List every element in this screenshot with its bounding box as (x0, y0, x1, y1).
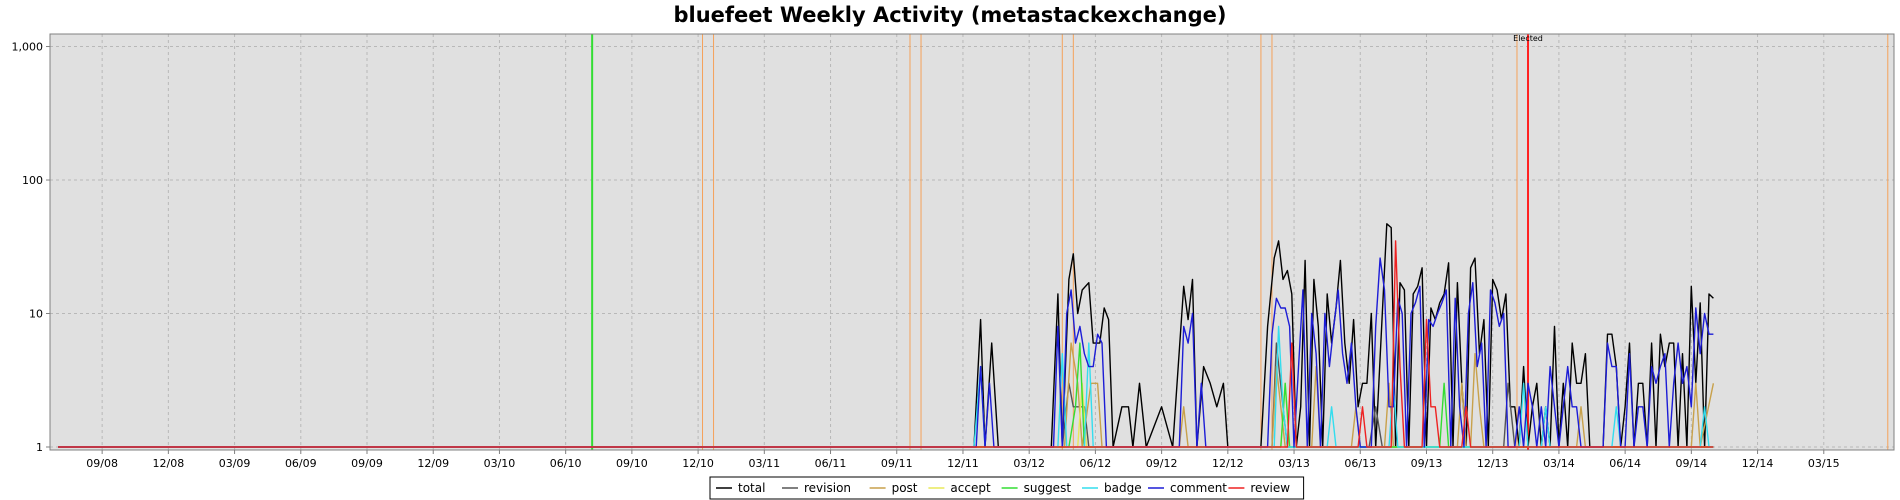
x-axis: 09/08 12/08 03/09 06/09 09/09 12/09 03/10 06/10… (86, 450, 1840, 470)
x-tick-label: 03/14 (1543, 457, 1575, 470)
x-tick-label: 03/12 (1013, 457, 1045, 470)
event-marker-label: Elected (1513, 34, 1543, 43)
series-line-review (58, 240, 1714, 448)
x-tick-label: 12/12 (1212, 457, 1244, 470)
x-tick-label: 06/09 (285, 457, 317, 470)
x-tick-label: 12/10 (682, 457, 714, 470)
y-tick-label: 1,000 (12, 41, 44, 54)
plot-border (49, 33, 1895, 451)
x-tick-label: 12/08 (153, 457, 185, 470)
x-tick-label: 03/11 (748, 457, 780, 470)
x-tick-label: 12/14 (1742, 457, 1774, 470)
series-line-comment (58, 257, 1714, 448)
x-tick-label: 09/08 (86, 457, 118, 470)
x-tick-label: 09/11 (881, 457, 913, 470)
legend-label-total: total (738, 481, 765, 495)
y-tick-label: 100 (22, 174, 43, 187)
x-tick-label: 06/14 (1609, 457, 1641, 470)
y-tick-label: 1 (36, 441, 43, 454)
x-tick-label: 09/13 (1411, 457, 1443, 470)
chart-title: bluefeet Weekly Activity (metastackexcha… (673, 3, 1227, 27)
legend-label-revision: revision (804, 481, 851, 495)
legend-label-accept: accept (950, 481, 991, 495)
x-tick-label: 06/10 (550, 457, 582, 470)
x-tick-label: 03/10 (484, 457, 516, 470)
series-lines (58, 223, 1715, 448)
series-line-suggest (58, 342, 1714, 448)
x-tick-label: 12/13 (1477, 457, 1509, 470)
x-tick-label: 09/14 (1675, 457, 1707, 470)
x-tick-label: 09/09 (351, 457, 383, 470)
x-tick-label: 03/09 (219, 457, 251, 470)
legend-label-suggest: suggest (1024, 481, 1072, 495)
x-tick-label: 12/11 (947, 457, 979, 470)
x-tick-label: 12/09 (417, 457, 449, 470)
x-tick-label: 06/13 (1344, 457, 1376, 470)
x-tick-label: 06/11 (815, 457, 847, 470)
x-tick-label: 03/15 (1808, 457, 1840, 470)
y-tick-label: 10 (29, 308, 43, 321)
legend-label-comment: comment (1170, 481, 1227, 495)
legend-label-review: review (1250, 481, 1290, 495)
x-tick-label: 03/13 (1278, 457, 1310, 470)
legend-label-badge: badge (1104, 481, 1142, 495)
legend-label-post: post (892, 481, 918, 495)
y-axis: 1 10 100 1,000 (12, 41, 50, 454)
event-markers: Elected (591, 34, 1889, 450)
legend: total revision post accept suggest badge comme… (709, 476, 1305, 500)
x-tick-label: 09/12 (1146, 457, 1178, 470)
x-tick-label: 09/10 (616, 457, 648, 470)
x-tick-label: 06/12 (1080, 457, 1112, 470)
